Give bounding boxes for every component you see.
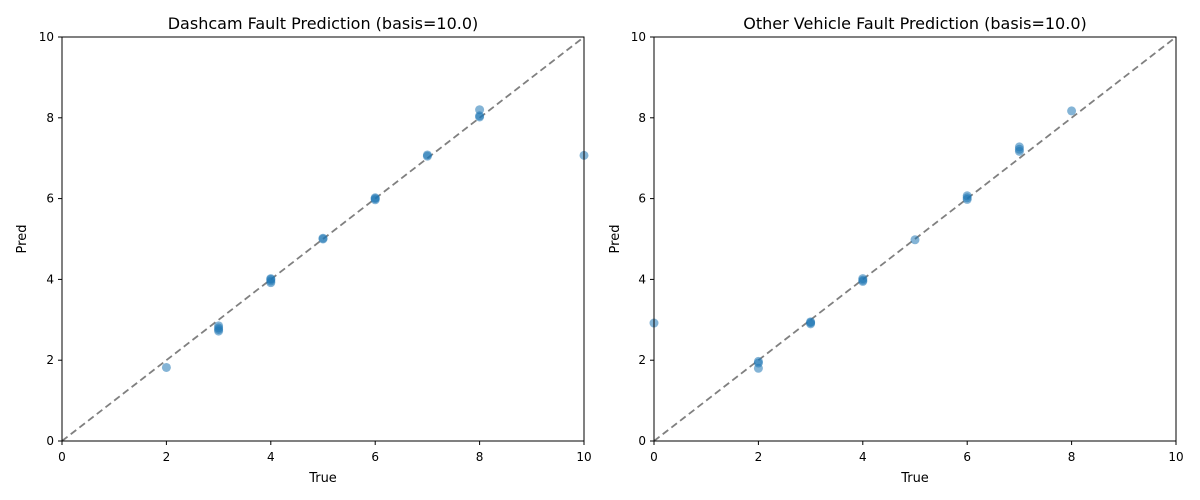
data-point (962, 191, 972, 201)
x-tick-label: 8 (476, 450, 484, 464)
x-tick-label: 8 (1068, 450, 1076, 464)
y-tick-label: 0 (638, 434, 646, 448)
x-tick-label: 0 (58, 450, 66, 464)
x-tick-label: 6 (963, 450, 971, 464)
data-point (266, 274, 276, 284)
y-axis-ticks: 0 2 4 6 8 10 (39, 30, 62, 448)
chart-title: Other Vehicle Fault Prediction (basis=10… (743, 14, 1086, 33)
data-point (370, 193, 380, 203)
y-axis-label: Pred (15, 225, 30, 254)
data-point (214, 321, 224, 331)
y-tick-label: 8 (46, 111, 54, 125)
points-layer (161, 105, 589, 372)
y-axis-ticks: 0 2 4 6 8 10 (631, 30, 654, 448)
other-vehicle-chart: Other Vehicle Fault Prediction (basis=10… (608, 14, 1184, 486)
x-tick-label: 10 (1168, 450, 1183, 464)
y-tick-label: 6 (46, 192, 54, 206)
data-point (1067, 106, 1077, 116)
y-tick-label: 10 (39, 30, 54, 44)
y-tick-label: 4 (46, 272, 54, 286)
data-point (910, 235, 920, 245)
y-tick-label: 6 (638, 192, 646, 206)
dashcam-chart: Dashcam Fault Prediction (basis=10.0) 0 2… (15, 14, 592, 486)
y-tick-label: 4 (638, 272, 646, 286)
data-point (1014, 142, 1024, 152)
y-tick-label: 2 (638, 353, 646, 367)
data-point (161, 362, 171, 372)
data-point (422, 150, 432, 160)
y-tick-label: 10 (631, 30, 646, 44)
data-point (318, 233, 328, 243)
y-tick-label: 8 (638, 111, 646, 125)
plot-frame (653, 36, 1177, 442)
x-tick-label: 2 (163, 450, 171, 464)
chart-title: Dashcam Fault Prediction (basis=10.0) (168, 14, 479, 33)
x-tick-label: 4 (267, 450, 275, 464)
y-tick-label: 0 (46, 434, 54, 448)
x-tick-label: 6 (371, 450, 379, 464)
x-axis-ticks: 0 2 4 6 8 10 (650, 441, 1184, 464)
x-tick-label: 2 (755, 450, 763, 464)
x-axis-label: True (900, 471, 929, 486)
points-layer (649, 106, 1077, 373)
data-point (858, 274, 868, 284)
x-tick-label: 0 (650, 450, 658, 464)
data-point (806, 317, 816, 327)
y-tick-label: 2 (46, 353, 54, 367)
x-tick-label: 10 (576, 450, 591, 464)
data-point (475, 105, 485, 115)
x-axis-label: True (308, 471, 337, 486)
x-tick-label: 4 (859, 450, 867, 464)
data-point (753, 356, 763, 366)
plot-frame (61, 36, 585, 442)
x-axis-ticks: 0 2 4 6 8 10 (58, 441, 592, 464)
y-axis-label: Pred (608, 225, 623, 254)
